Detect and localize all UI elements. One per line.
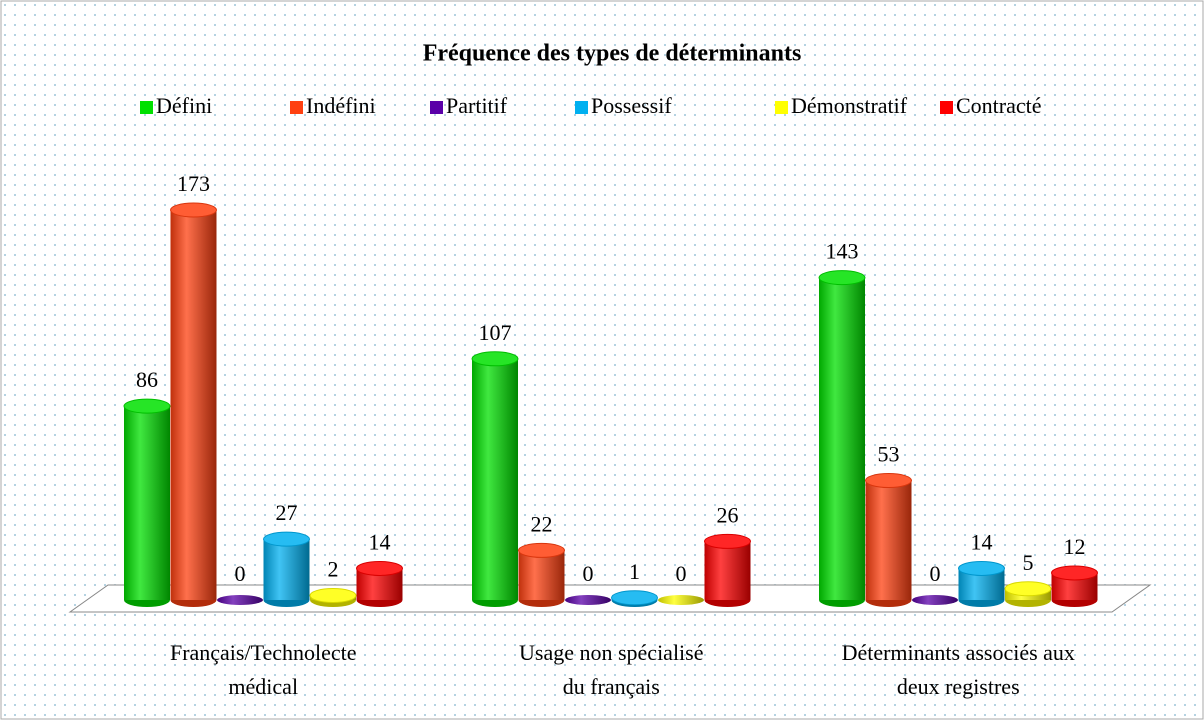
legend-label: Indéfini [306, 93, 376, 118]
legend-swatch [575, 101, 588, 114]
data-label: 14 [369, 529, 391, 554]
data-label: 14 [971, 529, 993, 554]
data-label: 26 [717, 502, 739, 527]
legend-swatch [775, 101, 788, 114]
chart-title: Fréquence des types de déterminants [423, 41, 802, 67]
data-label: 12 [1064, 534, 1086, 559]
data-label: 0 [235, 561, 246, 586]
bar-top [818, 270, 866, 286]
data-label: 27 [276, 500, 298, 525]
data-label: 53 [878, 442, 900, 467]
bar-top [123, 398, 171, 414]
legend-label: Partitif [446, 93, 508, 118]
data-label: 22 [531, 511, 553, 536]
bar-top [611, 590, 658, 606]
data-label: 143 [826, 239, 859, 264]
data-label: 1 [629, 559, 640, 584]
legend-swatch [430, 101, 443, 114]
legend-swatch [940, 101, 953, 114]
data-label: 0 [676, 561, 687, 586]
bar-top [704, 533, 751, 549]
bar [865, 480, 912, 600]
legend-label: Démonstratif [791, 93, 908, 118]
data-label: 5 [1023, 550, 1034, 575]
x-tick-label: Usage non spécialisé du français [519, 640, 704, 699]
legend-label: Contracté [956, 93, 1042, 118]
data-label: 173 [177, 171, 210, 196]
legend-label: Possessif [591, 93, 672, 118]
bar [658, 595, 704, 605]
bar [565, 595, 611, 605]
bar-top [309, 587, 357, 603]
bar-top [958, 560, 1005, 576]
bar [472, 358, 518, 600]
bar [518, 550, 565, 600]
bar [819, 277, 865, 600]
legend-label: Défini [156, 93, 212, 118]
bar-top [518, 542, 565, 558]
data-label: 0 [583, 561, 594, 586]
bar [704, 541, 751, 600]
x-tick-label: Français/Technolecte médical [170, 640, 357, 699]
bar-top [1004, 581, 1052, 597]
bar [124, 406, 170, 600]
bar [263, 539, 310, 600]
bar-top [263, 531, 310, 547]
bar [170, 210, 217, 600]
data-label: 0 [930, 561, 941, 586]
bar [217, 595, 263, 605]
bar-top [865, 473, 912, 489]
data-label: 2 [328, 557, 339, 582]
bar [912, 595, 958, 605]
legend-swatch [290, 101, 303, 114]
bar-top [356, 560, 403, 576]
x-tick-label: Déterminants associés aux deux registres [842, 640, 1075, 699]
bar-top [471, 351, 519, 367]
data-label: 86 [136, 367, 158, 392]
bar-top [1051, 565, 1098, 581]
bar-top [170, 202, 217, 218]
data-label: 107 [479, 320, 512, 345]
legend-swatch [140, 101, 153, 114]
